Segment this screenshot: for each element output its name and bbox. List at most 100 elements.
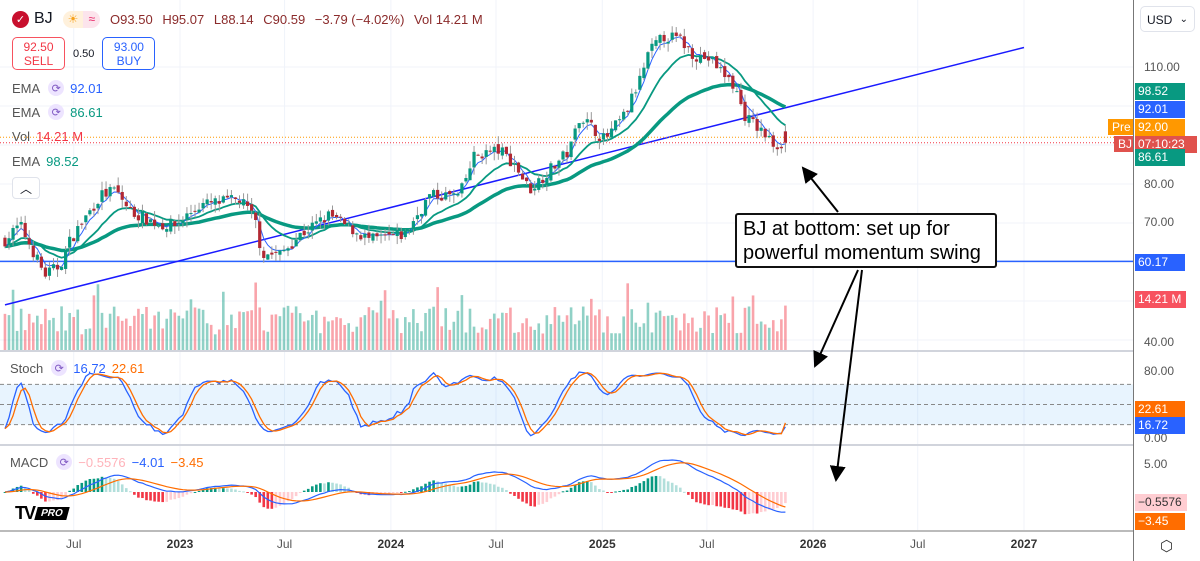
volume-bar xyxy=(468,308,472,350)
macd-histogram-bar xyxy=(561,491,565,493)
candle-body xyxy=(35,254,39,260)
buy-button[interactable]: 93.00 BUY xyxy=(102,37,156,70)
macd-histogram-bar xyxy=(634,485,638,492)
sync-icon[interactable]: ⟳ xyxy=(56,454,73,470)
collapse-legend-button[interactable]: ︿ xyxy=(12,177,40,199)
macd-histogram-bar xyxy=(96,478,100,492)
volume-bar xyxy=(133,315,136,350)
candle-body xyxy=(577,123,581,129)
volume-bar xyxy=(594,315,597,350)
price-tick: 80.00 xyxy=(1144,177,1175,191)
macd-histogram-bar xyxy=(691,492,694,500)
wave-icon[interactable]: ≈ xyxy=(83,10,101,28)
settings-icon[interactable]: ⬡ xyxy=(1160,538,1174,555)
macd-histogram-bar xyxy=(626,489,630,492)
price-axis[interactable]: USD ⌄ 110.00 80.00 70.00 40.00 80.00 0.00… xyxy=(1133,0,1200,561)
macd-histogram-bar xyxy=(525,492,528,504)
sun-icon[interactable]: ☀ xyxy=(62,10,84,28)
candle-body xyxy=(379,234,383,236)
candle-body xyxy=(181,220,185,224)
legend-ema-3[interactable]: EMA 98.52 xyxy=(12,154,79,169)
volume-bar xyxy=(120,320,124,350)
candle-body xyxy=(638,75,642,90)
volume-bar xyxy=(420,331,423,350)
macd-histogram-bar xyxy=(408,491,411,493)
candle-body xyxy=(468,168,472,181)
ema-slow-line xyxy=(4,82,787,253)
sync-icon[interactable]: ⟳ xyxy=(48,104,65,120)
volume-bar xyxy=(646,302,650,350)
volume-bar xyxy=(541,333,545,350)
candle-body xyxy=(88,210,92,215)
macd-histogram-bar xyxy=(452,485,456,492)
volume-bar xyxy=(23,330,27,350)
volume-bar xyxy=(351,331,355,350)
macd-histogram-bar xyxy=(323,483,326,492)
volume-bar xyxy=(553,307,557,350)
macd-histogram-bar xyxy=(137,492,140,498)
candle-body xyxy=(654,40,658,46)
sync-icon[interactable]: ⟳ xyxy=(51,360,68,376)
macd-histogram-bar xyxy=(642,481,646,492)
macd-histogram-bar xyxy=(315,484,318,492)
candle-body xyxy=(508,153,513,167)
candle-body xyxy=(59,266,64,270)
symbol-name[interactable]: BJ xyxy=(34,10,53,27)
candle-body xyxy=(622,111,626,120)
time-label: Jul xyxy=(488,537,504,551)
volume-bar xyxy=(590,298,593,350)
volume-bar xyxy=(614,333,617,350)
volume-bar xyxy=(266,331,270,350)
legend-macd[interactable]: MACD ⟳ −0.5576 −4.01 −3.45 xyxy=(10,454,203,470)
volume-bar xyxy=(573,324,577,350)
macd-histogram-bar xyxy=(456,486,460,492)
volume-bar xyxy=(112,306,116,350)
annotation-arrow-macd xyxy=(829,269,863,482)
annotation-box[interactable]: BJ at bottom: set up for powerful moment… xyxy=(735,213,997,268)
legend-value: 86.61 xyxy=(70,104,103,120)
candle-body xyxy=(68,236,72,248)
candle-body xyxy=(682,36,686,49)
macd-histogram-bar xyxy=(387,492,391,494)
candle-body xyxy=(719,67,723,69)
candle-body xyxy=(711,57,715,60)
sell-button[interactable]: 92.50 SELL xyxy=(12,37,65,70)
macd-histogram-bar xyxy=(610,492,613,493)
session-badges[interactable]: ☀ ≈ xyxy=(62,10,101,28)
candle-body xyxy=(460,183,464,194)
legend-ema-2[interactable]: EMA ⟳ 86.61 xyxy=(12,104,103,120)
candle-body xyxy=(537,178,541,190)
volume-bar xyxy=(416,322,419,350)
candle-body xyxy=(100,190,104,202)
macd-histogram-bar xyxy=(537,492,541,505)
macd-histogram-bar xyxy=(480,482,484,492)
legend-stoch[interactable]: Stoch ⟳ 16.72 22.61 xyxy=(10,360,144,376)
macd-histogram-bar xyxy=(234,489,237,492)
volume-label: 14.21 M xyxy=(1135,291,1186,308)
candle-body xyxy=(11,228,15,240)
volume-bar xyxy=(488,318,492,350)
macd-histogram-bar xyxy=(739,492,743,512)
currency-select[interactable]: USD ⌄ xyxy=(1140,6,1195,32)
legend-volume[interactable]: Vol 14.21 M xyxy=(12,129,83,144)
volume-bar xyxy=(359,317,363,350)
volume-bar xyxy=(412,309,415,350)
candle-body xyxy=(569,141,573,158)
volume-bar xyxy=(230,314,233,350)
macd-histogram-bar xyxy=(193,491,197,493)
macd-histogram-bar xyxy=(129,491,132,493)
candle-body xyxy=(245,201,250,206)
candle-body xyxy=(189,213,193,215)
spread-value: 0.50 xyxy=(73,47,95,60)
legend-ema-1[interactable]: EMA ⟳ 92.01 xyxy=(12,80,103,96)
volume-bar xyxy=(181,318,185,350)
macd-histogram-bar xyxy=(464,485,468,492)
candle-body xyxy=(334,215,339,218)
macd-histogram-bar xyxy=(501,487,504,492)
chart-canvas[interactable] xyxy=(0,0,1133,561)
candle-body xyxy=(51,264,56,269)
volume-bar xyxy=(319,333,322,350)
sync-icon[interactable]: ⟳ xyxy=(48,80,65,96)
volume-bar xyxy=(751,295,755,350)
macd-histogram-bar xyxy=(209,488,213,492)
